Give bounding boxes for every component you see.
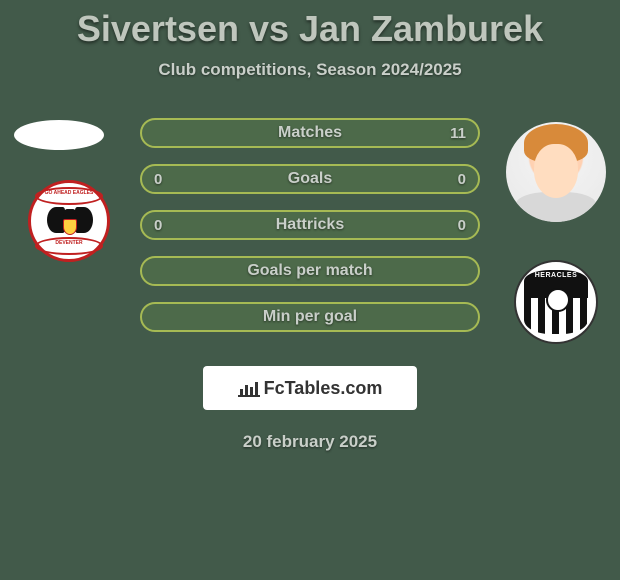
subtitle: Club competitions, Season 2024/2025 xyxy=(0,60,620,80)
brand-text: FcTables.com xyxy=(264,378,383,399)
stat-row-goals: 0 Goals 0 xyxy=(140,164,480,194)
stat-row-min-per-goal: Min per goal xyxy=(140,302,480,332)
stat-label: Matches xyxy=(278,124,342,142)
stat-label: Goals xyxy=(288,170,332,188)
date-line: 20 february 2025 xyxy=(0,432,620,452)
brand-box: FcTables.com xyxy=(203,366,417,410)
stat-label: Min per goal xyxy=(263,308,357,326)
stat-right-value: 0 xyxy=(458,217,466,234)
infographic-container: Sivertsen vs Jan Zamburek Club competiti… xyxy=(0,0,620,580)
stat-label: Goals per match xyxy=(247,262,372,280)
stat-row-matches: Matches 11 xyxy=(140,118,480,148)
page-title: Sivertsen vs Jan Zamburek xyxy=(0,0,620,50)
stats-area: Matches 11 0 Goals 0 0 Hattricks 0 Goals… xyxy=(0,118,620,358)
stat-left-value: 0 xyxy=(154,171,162,188)
stat-row-hattricks: 0 Hattricks 0 xyxy=(140,210,480,240)
stat-right-value: 11 xyxy=(450,125,466,142)
stat-left-value: 0 xyxy=(154,217,162,234)
stat-right-value: 0 xyxy=(458,171,466,188)
stat-row-goals-per-match: Goals per match xyxy=(140,256,480,286)
brand-chart-icon xyxy=(238,379,260,397)
stat-label: Hattricks xyxy=(276,216,344,234)
